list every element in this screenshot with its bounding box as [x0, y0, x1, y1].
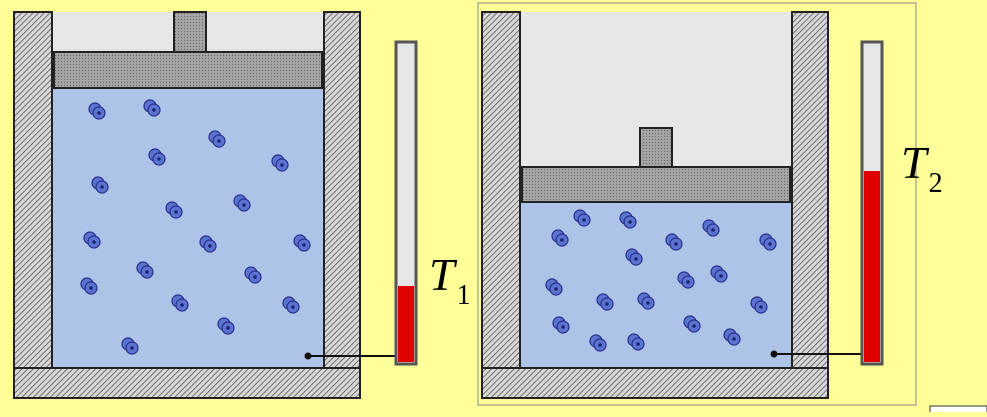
gas-molecule-icon [244, 266, 262, 284]
left-system: T1 [13, 11, 471, 399]
gas-molecule-icon [710, 265, 728, 283]
gas-molecule-icon [199, 235, 217, 253]
gas-molecule-icon [637, 292, 655, 310]
right-thermometer-mercury [864, 171, 880, 362]
gas-molecule-icon [143, 99, 161, 117]
right-cylinder-wall-left [481, 11, 521, 399]
gas-molecule-icon [702, 219, 720, 237]
gas-molecule-icon [217, 317, 235, 335]
gas-molecule-icon [208, 130, 226, 148]
left-cylinder-wall-right [323, 11, 361, 399]
gas-molecule-icon [677, 271, 695, 289]
gas-molecule-icon [619, 211, 637, 229]
gas-molecule-icon [80, 277, 98, 295]
right-cylinder-bottom [481, 367, 829, 399]
gas-molecule-icon [293, 234, 311, 252]
gas-molecule-icon [165, 201, 183, 219]
gas-molecule-icon [148, 148, 166, 166]
right-piston-rod [639, 127, 673, 168]
gas-molecule-icon [573, 209, 591, 227]
left-cylinder-wall-left [13, 11, 53, 399]
gas-molecule-icon [683, 315, 701, 333]
gas-molecule-icon [88, 102, 106, 120]
right-cylinder-wall-right [791, 11, 829, 399]
left-thermometer [394, 40, 418, 366]
left-gas-region [52, 88, 324, 368]
gas-molecule-icon [545, 278, 563, 296]
gas-molecule-icon [121, 337, 139, 355]
gas-molecule-icon [589, 334, 607, 352]
gas-molecule-icon [171, 294, 189, 312]
gas-molecule-icon [282, 296, 300, 314]
left-temperature-label: T1 [429, 249, 471, 311]
right-piston [521, 166, 791, 203]
left-piston [53, 51, 323, 89]
gas-molecule-icon [91, 176, 109, 194]
left-piston-rod [173, 11, 207, 53]
gas-molecule-icon [233, 194, 251, 212]
right-gas-region [520, 202, 792, 368]
left-thermometer-mercury [398, 286, 414, 362]
gas-molecule-icon [665, 233, 683, 251]
gas-molecule-icon [552, 316, 570, 334]
left-cylinder-bottom [13, 367, 361, 399]
gas-molecule-icon [136, 261, 154, 279]
gas-molecule-icon [723, 328, 741, 346]
corner-box [929, 405, 987, 415]
gas-molecule-icon [627, 333, 645, 351]
gas-molecule-icon [551, 229, 569, 247]
right-temperature-label: T2 [901, 137, 943, 199]
right-system: T2 [477, 2, 943, 406]
gas-molecule-icon [625, 248, 643, 266]
gas-molecule-icon [596, 293, 614, 311]
right-molecules [545, 209, 777, 352]
gas-molecule-icon [271, 154, 289, 172]
gas-molecule-icon [759, 233, 777, 251]
right-frame [477, 2, 917, 406]
gas-molecule-icon [83, 231, 101, 249]
left-molecules [80, 99, 311, 355]
gas-molecule-icon [750, 296, 768, 314]
